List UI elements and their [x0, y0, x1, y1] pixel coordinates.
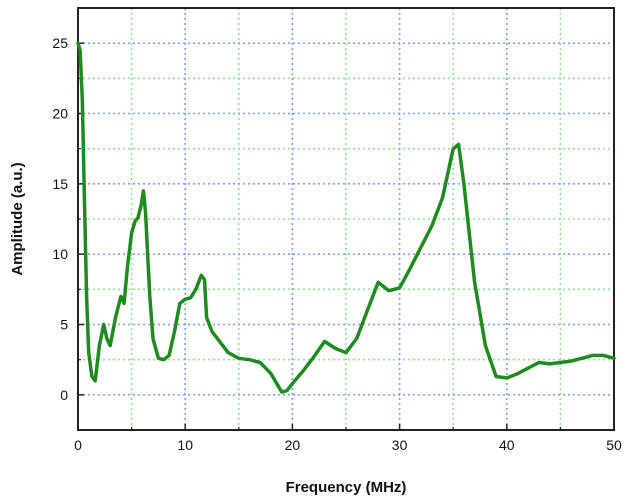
x-tick-label: 10 — [177, 437, 193, 453]
major-gridlines — [78, 8, 614, 430]
y-tick-label: 20 — [52, 106, 68, 122]
x-tick-label: 20 — [285, 437, 301, 453]
series-line — [76, 41, 616, 394]
x-tick-label: 50 — [606, 437, 622, 453]
y-tick-label: 5 — [60, 317, 68, 333]
x-tick-label: 30 — [392, 437, 408, 453]
x-tick-label: 40 — [499, 437, 515, 453]
y-tick-label: 15 — [52, 176, 68, 192]
y-tick-label: 10 — [52, 246, 68, 262]
axis-ticks — [77, 42, 615, 430]
y-tick-label: 0 — [60, 387, 68, 403]
tick-labels: 0 10 20 30 40 50 0 5 10 15 20 25 — [52, 35, 622, 453]
y-tick-label: 25 — [52, 35, 68, 51]
x-tick-label: 0 — [74, 437, 82, 453]
minor-gridlines — [78, 8, 614, 430]
x-axis-title: Frequency (MHz) — [286, 479, 407, 496]
y-axis-title: Amplitude (a.u.) — [9, 162, 26, 275]
